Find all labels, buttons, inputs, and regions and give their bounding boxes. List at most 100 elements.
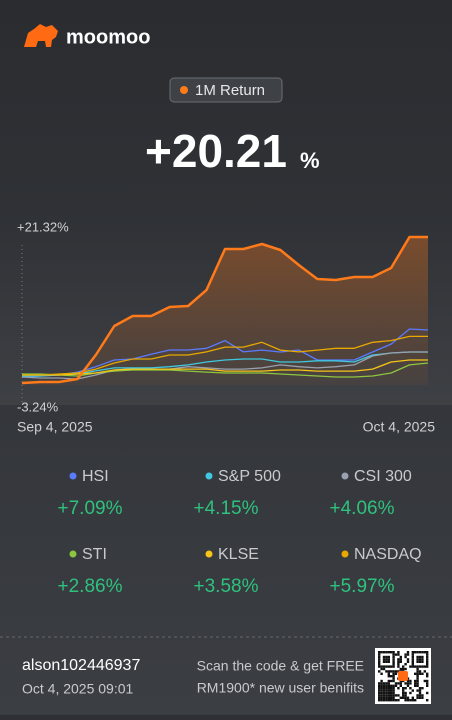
qr-cell bbox=[382, 658, 386, 661]
index-line bbox=[22, 362, 429, 378]
qr-cell bbox=[390, 696, 393, 699]
qr-cell bbox=[416, 658, 419, 661]
x-tick-label: Sep 4, 2025 bbox=[17, 419, 93, 435]
qr-cell bbox=[397, 694, 400, 697]
legend-name: CSI 300 bbox=[354, 468, 412, 485]
legend-name: S&P 500 bbox=[218, 468, 281, 485]
qr-cell bbox=[392, 655, 395, 659]
legend-return: +2.86% bbox=[58, 576, 123, 597]
y-tick-label: +21.32% bbox=[17, 219, 69, 234]
qr-cell bbox=[387, 679, 390, 683]
qr-cell bbox=[397, 660, 400, 663]
qr-cell bbox=[406, 684, 410, 687]
qr-cell bbox=[416, 684, 419, 687]
badge-box bbox=[169, 77, 283, 103]
qr-cell bbox=[418, 655, 422, 659]
qr-cell bbox=[390, 689, 393, 692]
qr-cell bbox=[378, 655, 381, 659]
total-return: +20.21 bbox=[145, 125, 287, 177]
qr-cell bbox=[392, 684, 395, 687]
qr-cell bbox=[426, 655, 429, 659]
qr-cell bbox=[392, 694, 395, 697]
qr-cell bbox=[378, 699, 381, 702]
legend-name: KLSE bbox=[218, 546, 259, 563]
legend-return: +7.09% bbox=[58, 498, 123, 519]
badge-dot bbox=[180, 86, 188, 94]
qr-cell bbox=[380, 699, 383, 702]
qr-cell bbox=[380, 679, 383, 683]
user-name: alson102446937 bbox=[22, 657, 140, 674]
qr-cell bbox=[426, 691, 429, 695]
qr-cell bbox=[380, 689, 383, 692]
qr-cell bbox=[394, 694, 398, 697]
qr-logo bbox=[398, 671, 408, 681]
qr-cell bbox=[378, 689, 381, 692]
qr-cell bbox=[390, 699, 393, 702]
qr-cell bbox=[418, 696, 422, 699]
qr-cell bbox=[421, 665, 424, 668]
qr-cell bbox=[392, 658, 395, 661]
qr-cell bbox=[418, 687, 422, 690]
qr-cell bbox=[404, 667, 407, 671]
return-line bbox=[21, 235, 428, 385]
qr-cell bbox=[416, 672, 419, 675]
qr-cell bbox=[380, 694, 383, 697]
qr-cell bbox=[378, 663, 381, 666]
qr-cell bbox=[382, 665, 386, 668]
qr-cell bbox=[382, 696, 386, 699]
qr-cell bbox=[399, 696, 402, 699]
qr-cell bbox=[387, 670, 390, 673]
qr-pattern bbox=[378, 651, 429, 702]
qr-cell bbox=[421, 658, 424, 661]
qr-cell bbox=[406, 651, 410, 654]
qr-cell bbox=[397, 653, 400, 656]
qr-cell bbox=[385, 689, 388, 692]
qr-cell bbox=[426, 663, 429, 666]
qr-cell bbox=[392, 689, 395, 692]
qr-cell bbox=[418, 670, 422, 673]
qr-cell bbox=[380, 665, 383, 668]
qr-cell bbox=[426, 665, 429, 668]
qr-cell bbox=[421, 672, 424, 675]
qr-cell bbox=[387, 682, 390, 685]
qr-cell bbox=[416, 677, 419, 680]
qr-cell bbox=[380, 672, 383, 675]
qr-cell bbox=[378, 665, 381, 668]
qr-cell bbox=[399, 684, 402, 687]
qr-cell bbox=[387, 687, 390, 690]
qr-cell bbox=[423, 679, 426, 683]
qr-cell bbox=[385, 691, 388, 695]
qr-cell bbox=[378, 682, 381, 685]
qr-cell bbox=[402, 696, 405, 699]
qr-cell bbox=[380, 691, 383, 695]
qr-cell bbox=[411, 653, 414, 656]
qr-cell bbox=[387, 694, 390, 697]
qr-cell bbox=[416, 689, 419, 692]
qr-cell bbox=[411, 699, 414, 702]
legend-swatch bbox=[69, 550, 77, 558]
qr-cell bbox=[399, 660, 402, 663]
qr-cell bbox=[392, 670, 395, 673]
qr-cell bbox=[411, 663, 414, 666]
legend-name: STI bbox=[82, 546, 107, 563]
qr-cell bbox=[390, 665, 393, 668]
qr-cell bbox=[390, 651, 393, 654]
qr-cell bbox=[406, 653, 410, 656]
qr-cell bbox=[394, 670, 398, 673]
qr-cell bbox=[402, 665, 405, 668]
qr-cell bbox=[387, 672, 390, 675]
qr-cell bbox=[406, 699, 410, 702]
qr-cell bbox=[385, 682, 388, 685]
qr-cell bbox=[397, 687, 400, 690]
qr-cell bbox=[387, 699, 390, 702]
qr-cell bbox=[392, 675, 395, 678]
qr-cell bbox=[380, 684, 383, 687]
qr-cell bbox=[399, 655, 402, 659]
qr-cell bbox=[406, 660, 410, 663]
legend-swatch bbox=[205, 550, 213, 558]
qr-cell bbox=[378, 658, 381, 661]
qr-cell bbox=[402, 689, 405, 692]
qr-cell bbox=[409, 691, 412, 695]
qr-cell bbox=[402, 687, 405, 690]
